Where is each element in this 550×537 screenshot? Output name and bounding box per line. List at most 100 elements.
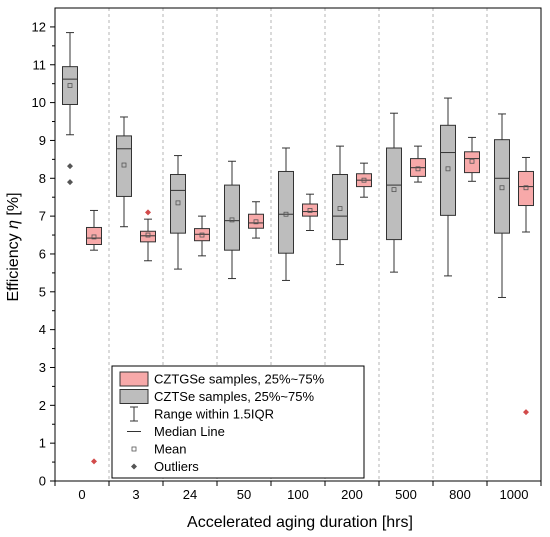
legend-swatch	[119, 371, 149, 387]
cztgse-box-200	[356, 162, 372, 198]
legend-mean-symbol	[131, 446, 137, 452]
mean-marker	[469, 158, 475, 164]
cztgse-box-500	[410, 145, 426, 183]
legend-item-outlier: Outliers	[131, 459, 199, 474]
cztgse-box-24	[194, 215, 210, 257]
x-tick-label: 3	[132, 487, 139, 502]
mean-marker	[145, 232, 151, 238]
cztse-box-800	[440, 97, 456, 277]
x-tick-label: 200	[341, 487, 363, 502]
cztse-box-3	[116, 116, 132, 228]
legend-item-box: CZTSe samples, 25%~75%	[119, 389, 314, 404]
cztse-box-200	[332, 145, 348, 266]
iqr-box	[302, 203, 318, 217]
mean-marker	[175, 200, 181, 206]
legend-label: CZTSe samples, 25%~75%	[154, 389, 314, 404]
y-tick-label: 0	[39, 474, 46, 489]
mean-marker	[415, 166, 421, 172]
cztgse-box-0	[86, 209, 102, 465]
mean-marker	[253, 219, 259, 225]
mean-marker	[67, 83, 73, 88]
mean-marker	[523, 185, 529, 191]
cztgse-box-100	[302, 193, 318, 231]
x-tick-label: 50	[237, 487, 251, 502]
x-tick-label: 100	[287, 487, 309, 502]
mean-marker	[283, 211, 289, 217]
legend-label: Median Line	[154, 424, 225, 439]
mean-marker	[91, 234, 97, 240]
cztgse-box-800	[464, 136, 480, 182]
cztse-box-1000	[494, 113, 510, 298]
cztgse-box-1000	[518, 156, 534, 416]
y-tick-label: 12	[32, 19, 46, 34]
legend-label: Mean	[154, 442, 187, 457]
legend-swatch	[119, 389, 149, 404]
legend-label: Outliers	[154, 459, 199, 474]
iqr-box	[116, 135, 132, 197]
legend-item-median: Median Line	[127, 424, 225, 439]
mean-marker	[229, 217, 235, 223]
legend-frame	[111, 365, 365, 479]
outlier-point	[67, 163, 73, 170]
cztgse-box-3	[140, 209, 156, 262]
x-axis-title: Accelerated aging duration [hrs]	[187, 514, 413, 531]
y-tick-label: 8	[39, 171, 46, 186]
y-tick-label: 2	[39, 398, 46, 413]
grid-lines	[108, 8, 488, 481]
legend: CZTGSe samples, 25%~75% CZTSe samples, 25…	[111, 365, 365, 479]
legend-item-whisker: Range within 1.5IQR	[130, 406, 274, 422]
mean-marker	[361, 177, 367, 183]
outlier-point	[145, 209, 151, 216]
legend-item-box: CZTGSe samples, 25%~75%	[119, 371, 325, 387]
y-tick-label: 10	[32, 95, 46, 110]
outlier-point	[523, 409, 529, 416]
cztse-box-24	[170, 155, 186, 270]
iqr-box	[248, 213, 264, 229]
x-tick-label: 500	[395, 487, 417, 502]
plot-frame	[54, 7, 542, 482]
mean-marker	[499, 185, 505, 191]
mean-marker	[337, 206, 343, 211]
iqr-box	[386, 147, 402, 241]
iqr-box	[440, 124, 456, 216]
mean-marker	[199, 232, 205, 238]
y-tick-label: 1	[39, 436, 46, 451]
iqr-box	[62, 66, 78, 105]
box-series-layer	[62, 32, 534, 465]
y-tick-label: 7	[39, 209, 46, 224]
x-tick-label: 24	[183, 487, 197, 502]
iqr-box	[464, 151, 480, 174]
outlier-point	[67, 179, 73, 186]
iqr-box	[494, 139, 510, 234]
iqr-box	[140, 230, 156, 243]
legend-label: CZTGSe samples, 25%~75%	[154, 372, 325, 387]
cztse-box-0	[62, 32, 78, 186]
x-tick-label: 1000	[500, 487, 529, 502]
iqr-box	[86, 226, 102, 245]
mean-marker	[391, 187, 397, 193]
cztse-box-500	[386, 112, 402, 273]
y-tick-label: 9	[39, 133, 46, 148]
y-tick-label: 4	[39, 322, 46, 337]
iqr-box	[332, 173, 348, 241]
cztse-box-100	[278, 147, 294, 281]
outlier-point	[91, 458, 97, 465]
mean-marker	[307, 208, 313, 213]
iqr-box	[518, 170, 534, 207]
cztse-box-50	[224, 160, 240, 280]
cztgse-box-50	[248, 201, 264, 239]
mean-marker	[445, 166, 451, 172]
y-tick-label: 5	[39, 284, 46, 299]
mean-marker	[121, 162, 127, 168]
x-tick-label: 800	[449, 487, 471, 502]
iqr-box	[170, 173, 186, 234]
y-tick-label: 3	[39, 360, 46, 375]
legend-label: Range within 1.5IQR	[154, 407, 274, 422]
y-axis-title: Efficiency η [%]	[5, 192, 22, 301]
x-tick-label: 0	[78, 487, 85, 502]
legend-item-mean: Mean	[131, 442, 187, 457]
legend-outlier-symbol	[131, 463, 137, 470]
y-tick-label: 6	[39, 246, 46, 261]
